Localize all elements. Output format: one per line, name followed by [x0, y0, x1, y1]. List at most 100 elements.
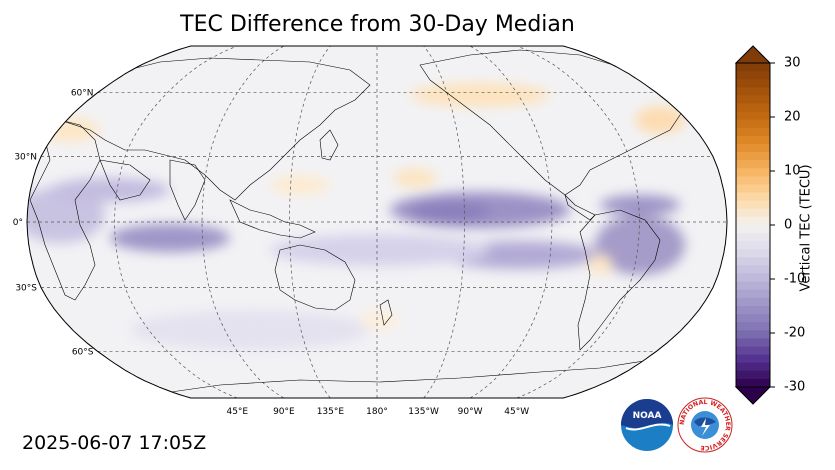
colorbar-level [736, 330, 770, 339]
colorbar-level [736, 168, 770, 177]
coast-arabia [99, 159, 151, 201]
anomaly-pos-hawaii [393, 169, 437, 187]
colorbar-level [736, 354, 770, 364]
colorbar-level [736, 152, 770, 161]
anomaly-pos-south-pacific [360, 310, 400, 330]
coast-southeast-asia [229, 199, 316, 239]
meridian-line [114, 46, 238, 398]
colorbar-level [736, 144, 770, 153]
anomaly-neg-indian-ocean [110, 224, 230, 252]
colorbar-extend-max [734, 45, 772, 64]
coast-africa [29, 119, 101, 301]
colorbar-level [736, 216, 770, 226]
colorbar-level [736, 87, 770, 96]
longitude-labels: 45°E 90°E 135°E 180° 135°W 90°W 45°W [226, 407, 529, 417]
colorbar-level [736, 208, 770, 218]
colorbar-level [736, 265, 770, 274]
anomaly-neg-south-america [595, 215, 685, 275]
coast-antarctica [149, 349, 701, 396]
colorbar [734, 45, 775, 405]
tec-anomaly-field [27, 83, 685, 350]
lat-label: 30°S [15, 284, 37, 294]
lon-label: 90°E [273, 407, 295, 417]
anomaly-pos-europe [40, 118, 100, 142]
colorbar-level [736, 249, 770, 258]
colorbar-level [736, 127, 770, 137]
colorbar-level [736, 322, 770, 331]
colorbar-level [736, 184, 770, 193]
colorbar-level [736, 233, 770, 242]
lat-label: 30°N [14, 153, 37, 163]
anomaly-pos-siberia [410, 83, 550, 107]
colorbar-level [736, 273, 770, 283]
anomaly-neg-atlantic [600, 195, 680, 215]
anomaly-neg-arabia [50, 178, 170, 202]
colorbar-tick-minus10: -10 [784, 271, 806, 287]
anomaly-neg-africa [27, 187, 105, 243]
colorbar-tick-minus30: -30 [784, 379, 806, 395]
anomaly-pos-china [270, 175, 330, 195]
map-title: TEC Difference from 30-Day Median [180, 12, 575, 37]
coast-greenland [659, 54, 706, 86]
colorbar-level [736, 281, 770, 291]
meridian-line [201, 46, 285, 398]
colorbar-level [736, 192, 770, 202]
coast-india [169, 159, 206, 221]
colorbar-level [736, 378, 770, 388]
coast-australia [274, 244, 356, 311]
colorbar-level [736, 362, 770, 372]
lon-label: 180° [366, 407, 388, 417]
meridian-line [289, 46, 331, 398]
coast-new-zealand [379, 299, 393, 326]
anomaly-neg-south-band [270, 234, 490, 266]
lat-label: 60°N [71, 89, 94, 99]
lon-label: 45°W [504, 407, 529, 417]
lat-label: 60°S [72, 347, 94, 357]
colorbar-level [736, 79, 770, 88]
colorbar-level [736, 176, 770, 185]
colorbar-level [736, 297, 770, 307]
colorbar-level [736, 103, 770, 112]
coast-eurasia [59, 57, 371, 201]
colorbar-level [736, 257, 770, 266]
colorbar-tick-0: 0 [784, 217, 793, 233]
colorbar-level [736, 241, 770, 250]
lon-label: 135°E [317, 407, 345, 417]
colorbar-level [736, 346, 770, 355]
meridian-line [516, 46, 640, 398]
colorbar-level [736, 63, 770, 72]
colorbar-level [736, 71, 770, 80]
colorbar-level [736, 160, 770, 169]
colorbar-tick-minus20: -20 [784, 325, 806, 341]
lon-label: 135°W [408, 407, 439, 417]
nws-logo: NATIONAL WEATHER SERVICE [677, 397, 733, 453]
colorbar-level [736, 135, 770, 145]
lon-label: 45°E [226, 407, 248, 417]
map-timestamp: 2025-06-07 17:05Z [22, 432, 207, 454]
colorbar-level [736, 111, 770, 121]
colorbar-label: Vertical TEC (TECU) [798, 164, 814, 292]
colorbar-tick-10: 10 [784, 163, 801, 179]
colorbar-level [736, 200, 770, 210]
colorbar-tick-20: 20 [784, 109, 801, 125]
colorbar-level [736, 289, 770, 299]
coast-japan [319, 129, 339, 161]
colorbar-level [736, 95, 770, 104]
meridian-line [469, 46, 553, 398]
colorbar-extend-min [734, 386, 772, 405]
noaa-logo: NOAA [621, 399, 673, 451]
lat-label: 0° [13, 218, 23, 228]
anomaly-pos-north-america [635, 106, 685, 134]
latitude-labels: 60°N 30°N 0° 30°S 60°S [13, 89, 94, 358]
colorbar-tick-30: 30 [784, 55, 801, 71]
coast-south-america [577, 209, 661, 351]
colorbar-level [736, 306, 770, 315]
colorbar-level [736, 225, 770, 234]
noaa-logo-text: NOAA [633, 411, 662, 421]
anomaly-neg-pacific-core [410, 202, 490, 222]
colorbar-level [736, 119, 770, 129]
anomaly-neg-southern-ocean [130, 310, 370, 350]
colorbar-level [736, 338, 770, 347]
anomaly-pos-south-atlantic [588, 255, 612, 275]
